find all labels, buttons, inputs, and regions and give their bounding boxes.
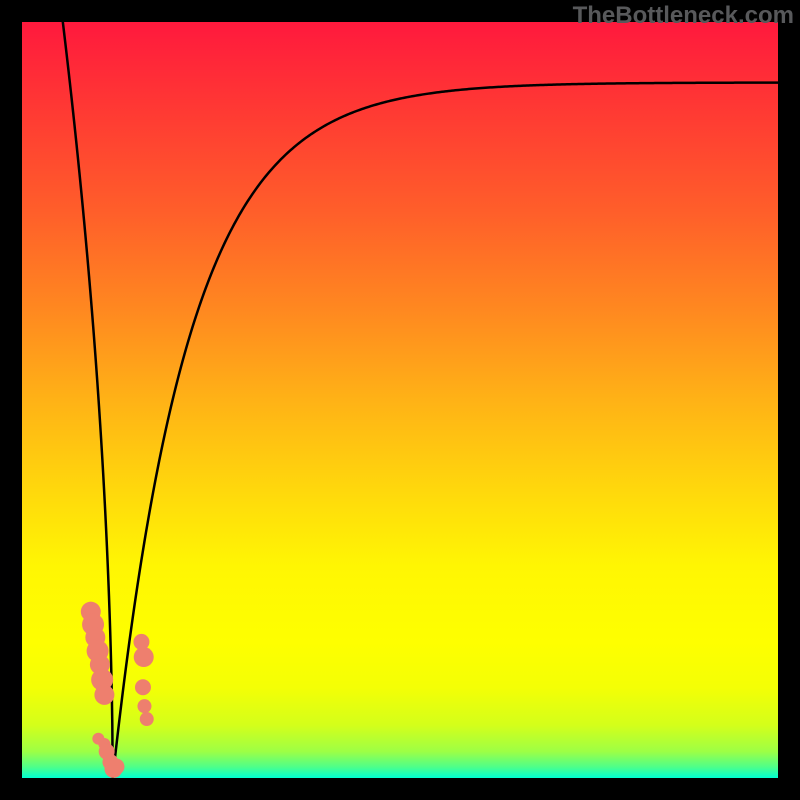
data-point [135,679,151,695]
data-point [134,647,154,667]
plot-area [22,22,778,778]
chart-svg [22,22,778,778]
data-point [137,699,151,713]
data-point [94,685,114,705]
watermark-text: TheBottleneck.com [573,2,794,30]
bottleneck-curve [63,22,778,778]
marker-group [81,602,154,778]
chart-frame [0,0,800,800]
data-point [140,712,154,726]
data-point [109,759,125,775]
